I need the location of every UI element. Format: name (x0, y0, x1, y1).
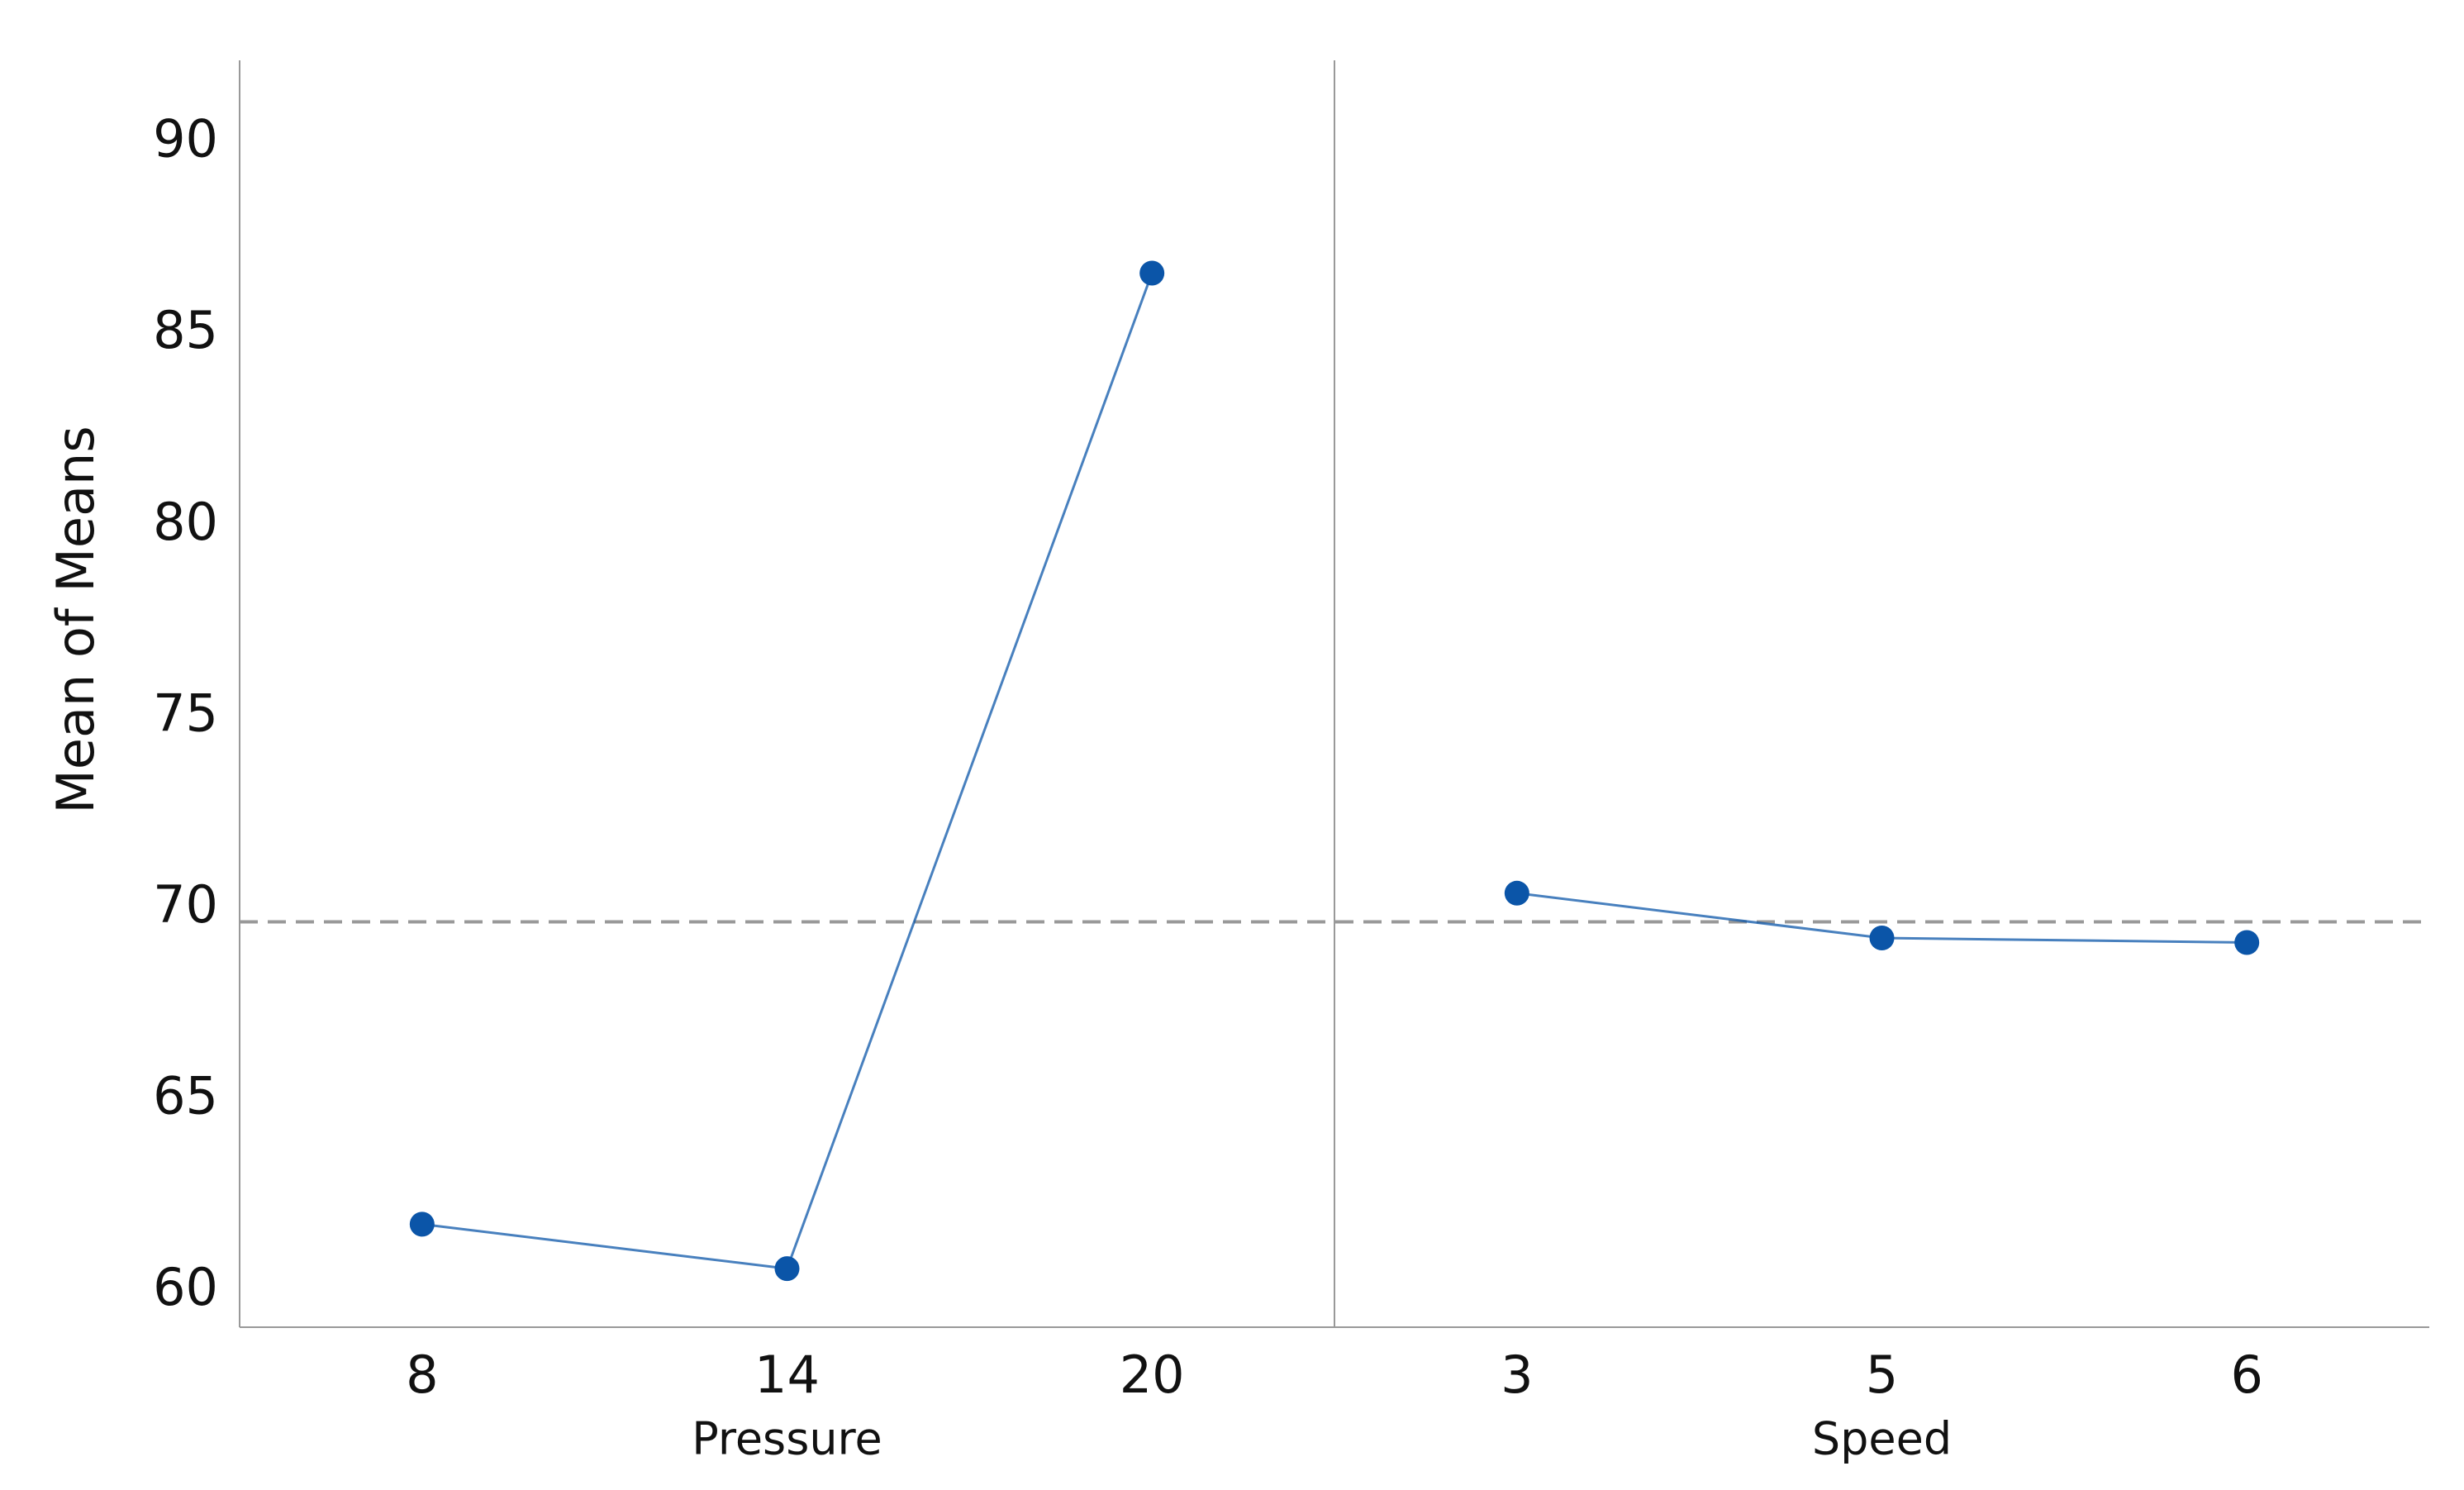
y-axis-label: Mean of Means (45, 426, 106, 813)
y-tick-label: 90 (153, 109, 218, 169)
marker (1139, 260, 1165, 286)
x-axis-label: Speed (1812, 1413, 1952, 1465)
x-tick-label: 3 (1501, 1345, 1533, 1405)
y-tick-label: 85 (153, 300, 218, 360)
marker (1504, 880, 1529, 906)
x-tick-label: 14 (754, 1345, 820, 1405)
y-tick-label: 80 (153, 492, 218, 552)
x-tick-label: 20 (1120, 1345, 1185, 1405)
x-tick-label: 6 (2230, 1345, 2262, 1405)
marker (2234, 930, 2260, 955)
marker (774, 1256, 800, 1282)
x-axis-label: Pressure (692, 1413, 882, 1465)
marker (1869, 925, 1895, 950)
x-tick-label: 5 (1866, 1345, 1898, 1405)
x-tick-label: 8 (406, 1345, 438, 1405)
y-tick-label: 60 (153, 1257, 218, 1317)
marker (409, 1212, 435, 1237)
series-line (421, 272, 1154, 1270)
y-tick-label: 65 (153, 1066, 218, 1126)
y-tick-label: 75 (153, 683, 218, 743)
y-tick-label: 70 (153, 874, 218, 935)
